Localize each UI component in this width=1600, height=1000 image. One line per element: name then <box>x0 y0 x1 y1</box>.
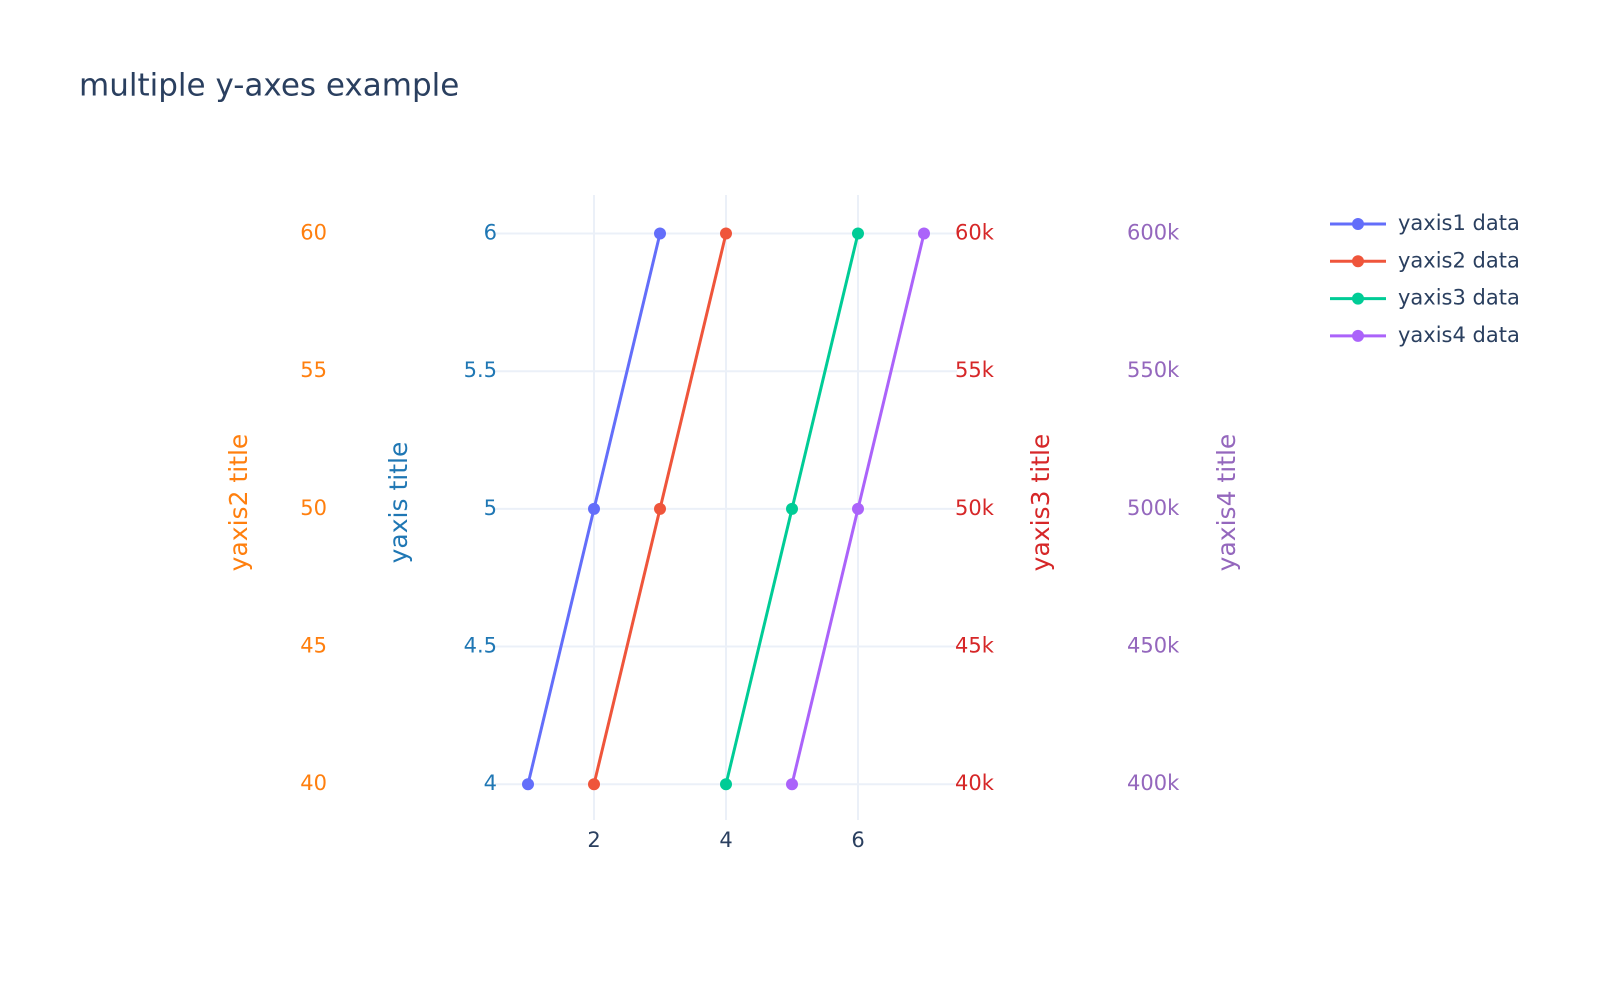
y-tick-label: 5 <box>484 496 497 520</box>
legend-marker <box>1352 218 1364 230</box>
y3-tick-label: 60k <box>955 221 995 245</box>
data-point <box>786 778 798 791</box>
data-point <box>588 778 600 791</box>
y2-tick-label: 55 <box>300 358 327 382</box>
legend-label: yaxis1 data <box>1398 211 1520 235</box>
legend-marker <box>1352 255 1364 268</box>
y2-tick-label: 45 <box>300 634 327 658</box>
data-point <box>522 778 534 791</box>
y3-tick-label: 40k <box>955 771 995 795</box>
y2-axis-title: yaxis2 title <box>224 434 253 572</box>
data-point <box>720 778 732 791</box>
x-tick-label: 4 <box>719 828 732 852</box>
y4-tick-label: 400k <box>1127 771 1180 795</box>
y4-tick-label: 450k <box>1127 634 1180 658</box>
y2-tick-label: 40 <box>300 771 327 795</box>
y3-tick-label: 50k <box>955 496 995 520</box>
data-point <box>786 502 798 515</box>
y-axis-title: yaxis title <box>384 442 413 564</box>
data-point <box>720 227 732 240</box>
y3-axis-title: yaxis3 title <box>1026 434 1055 572</box>
y4-tick-label: 500k <box>1127 496 1180 520</box>
y4-axis-title: yaxis4 title <box>1212 434 1241 572</box>
y-tick-label: 4 <box>484 771 497 795</box>
data-point <box>852 502 864 515</box>
legend-label: yaxis4 data <box>1398 323 1520 347</box>
data-point <box>852 227 864 240</box>
y2-tick-label: 60 <box>300 221 327 245</box>
legend-marker <box>1352 329 1364 342</box>
x-tick-label: 6 <box>851 828 864 852</box>
y3-tick-label: 45k <box>955 634 995 658</box>
x-tick-label: 2 <box>587 828 600 852</box>
legend-label: yaxis3 data <box>1398 286 1520 310</box>
y2-tick-label: 50 <box>300 496 327 520</box>
chart-title: multiple y-axes example <box>79 68 459 104</box>
data-point <box>654 502 666 515</box>
data-point <box>654 227 666 240</box>
data-point <box>588 502 600 515</box>
y-tick-label: 4.5 <box>464 634 497 658</box>
legend-label: yaxis2 data <box>1398 248 1520 272</box>
y-tick-label: 5.5 <box>464 358 497 382</box>
y3-tick-label: 55k <box>955 358 995 382</box>
y4-tick-label: 550k <box>1127 358 1180 382</box>
y4-tick-label: 600k <box>1127 221 1180 245</box>
y-tick-label: 6 <box>484 221 497 245</box>
data-point <box>918 227 930 240</box>
legend-marker <box>1352 292 1364 305</box>
